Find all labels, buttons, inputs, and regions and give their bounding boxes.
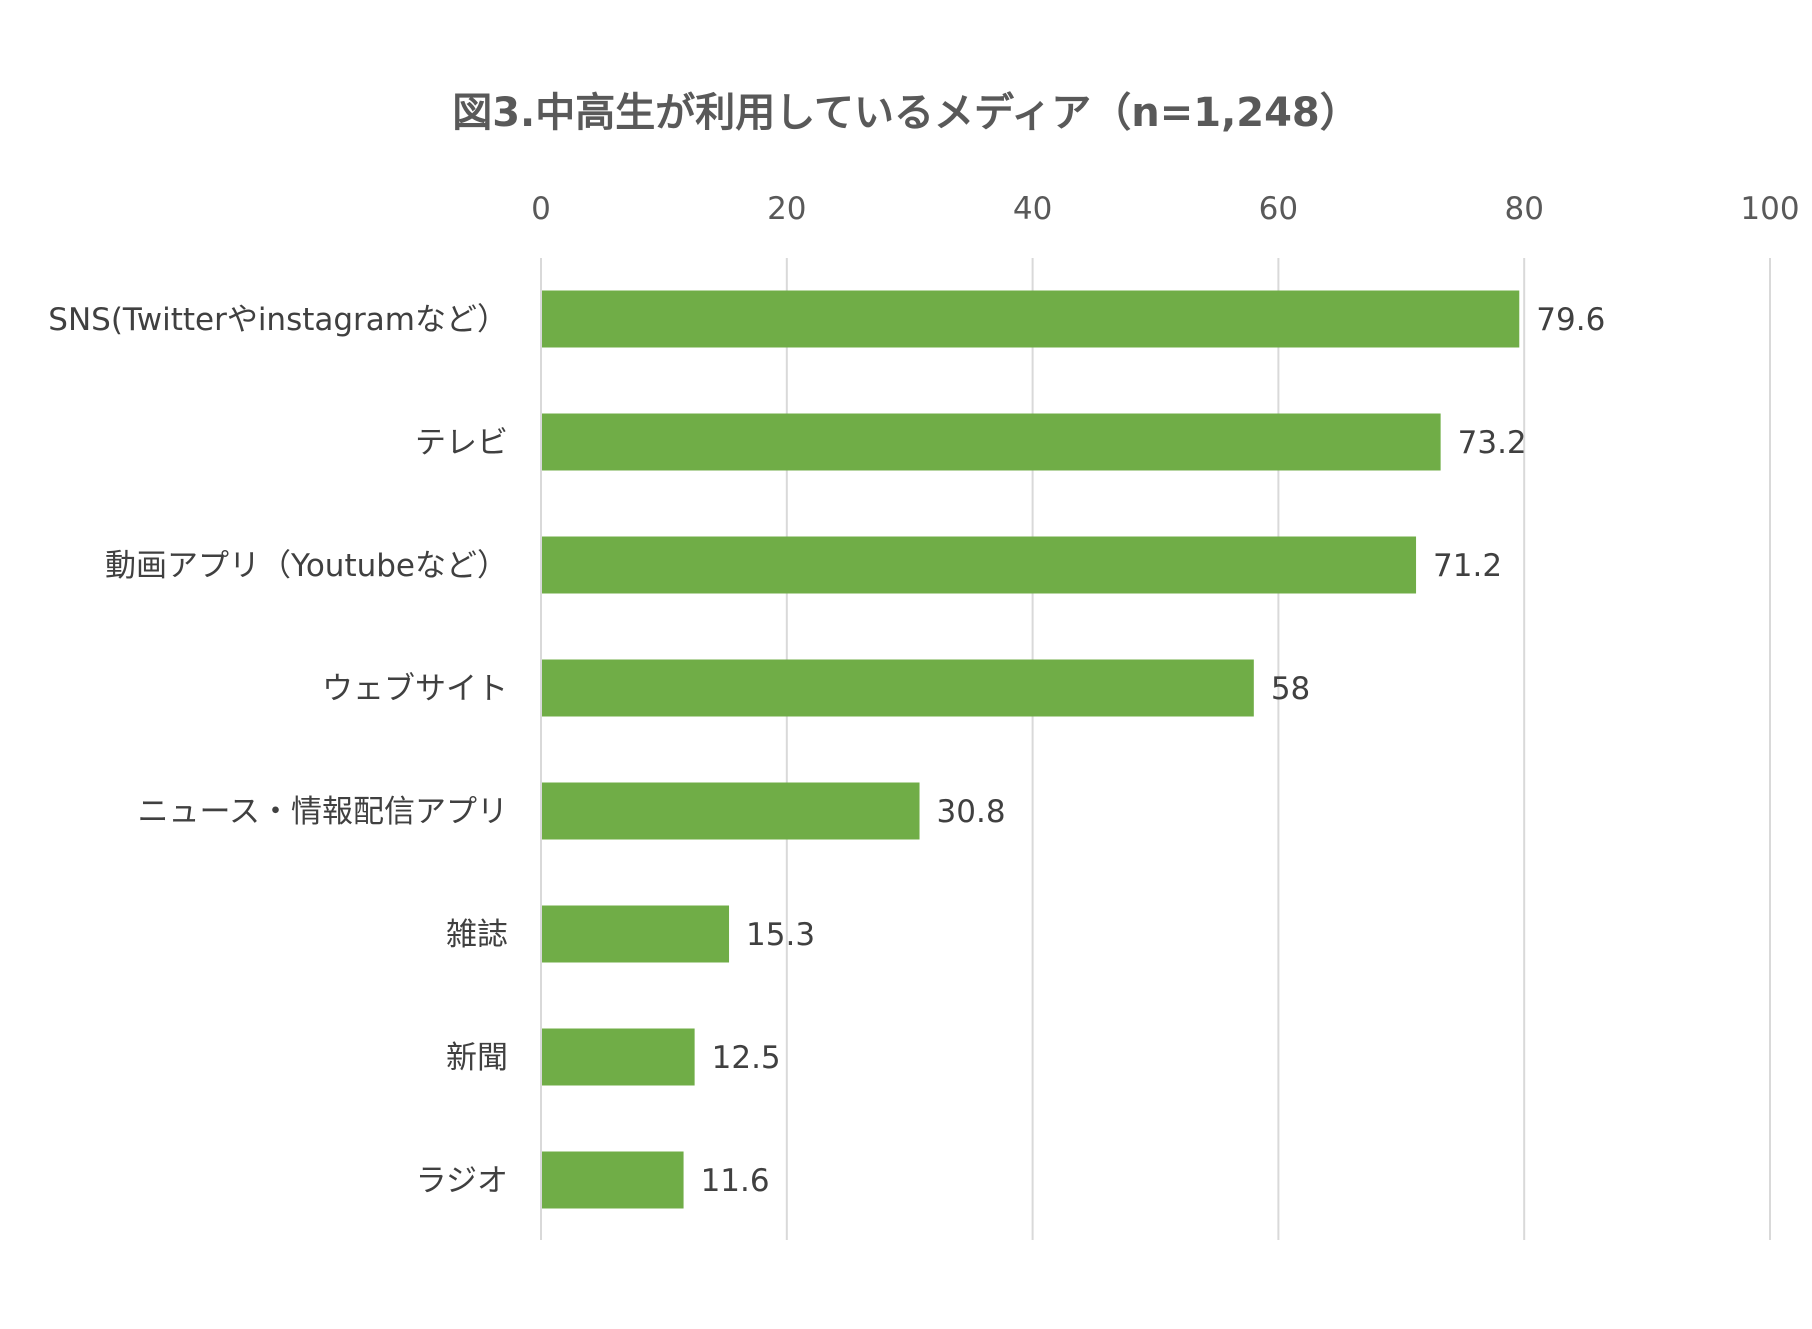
- x-tick-label: 0: [531, 191, 551, 227]
- x-tick-label: 60: [1259, 191, 1298, 227]
- category-labels: SNS(Twitterやinstagramなど） テレビ動画アプリ（Youtube…: [48, 302, 508, 1199]
- data-label: 15.3: [746, 917, 815, 953]
- bars: [542, 290, 1520, 1209]
- bar: [542, 413, 1441, 471]
- category-label: SNS(Twitterやinstagramなど）: [48, 302, 508, 338]
- x-tick-label: 20: [767, 191, 806, 227]
- data-label: 73.2: [1458, 425, 1527, 461]
- category-label: 動画アプリ（Youtubeなど）: [105, 548, 508, 584]
- category-label: 雑誌: [446, 917, 508, 953]
- category-label: ラジオ: [416, 1163, 508, 1199]
- bar: [542, 659, 1254, 717]
- data-label: 58: [1271, 671, 1310, 707]
- gridlines: [540, 258, 1771, 1240]
- data-labels: 79.6 73.2 71.2 58 30.8 15.3 12.5 11.6: [701, 302, 1606, 1199]
- bar: [542, 905, 730, 963]
- category-label: 新聞: [446, 1040, 508, 1076]
- bar: [542, 536, 1417, 594]
- data-label: 12.5: [712, 1040, 781, 1076]
- x-tick-label: 80: [1504, 191, 1543, 227]
- bar: [542, 1028, 695, 1086]
- x-tick-label: 40: [1013, 191, 1052, 227]
- category-label: ウェブサイト: [322, 671, 508, 707]
- bar: [542, 782, 920, 840]
- x-axis-ticks: 0 20 40 60 80 100: [531, 191, 1799, 227]
- category-label: テレビ: [415, 425, 508, 461]
- x-tick-label: 100: [1740, 191, 1799, 227]
- data-label: 30.8: [937, 794, 1006, 830]
- category-label: ニュース・情報配信アプリ: [138, 794, 508, 830]
- bar: [542, 290, 1520, 348]
- bar: [542, 1151, 684, 1209]
- data-label: 11.6: [701, 1163, 770, 1199]
- data-label: 71.2: [1433, 548, 1502, 584]
- data-label: 79.6: [1536, 302, 1605, 338]
- chart-title: 図3.中高生が利用しているメディア（n=1,248）: [452, 90, 1360, 136]
